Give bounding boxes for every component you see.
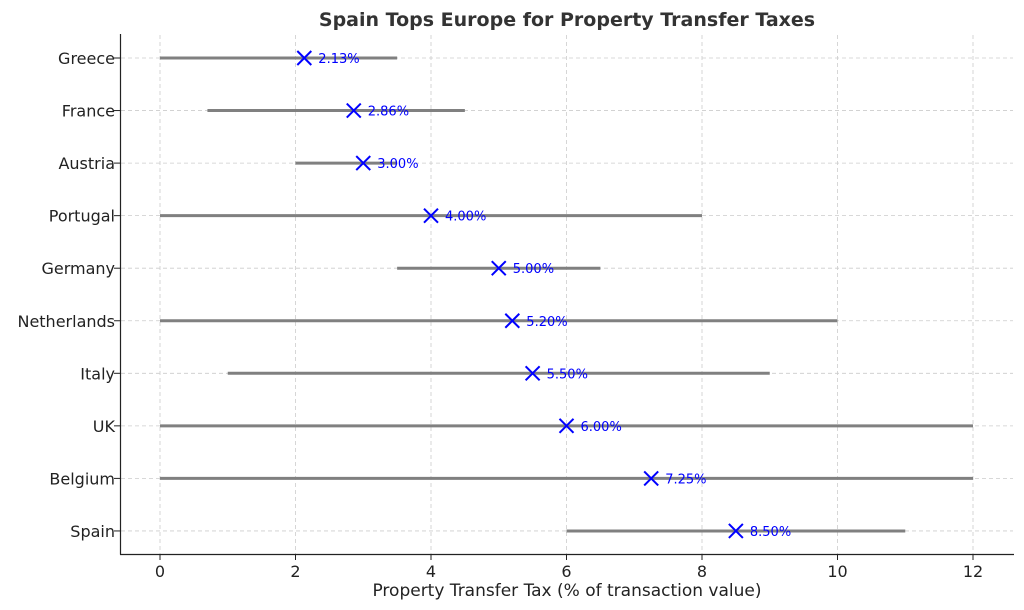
y-tick-label: Spain xyxy=(70,522,115,541)
chart-title: Spain Tops Europe for Property Transfer … xyxy=(319,9,815,31)
marker-stroke xyxy=(491,260,507,276)
y-tick-label: Netherlands xyxy=(17,312,115,331)
data-label: 7.25% xyxy=(665,472,706,487)
marker-x xyxy=(296,50,313,66)
x-tick-label: 4 xyxy=(426,562,436,581)
marker-stroke xyxy=(355,155,371,171)
x-tick-label: 6 xyxy=(561,562,571,581)
marker-stroke xyxy=(296,50,313,66)
marker-stroke xyxy=(423,207,439,224)
marker-stroke xyxy=(524,365,541,382)
data-label: 5.00% xyxy=(513,262,554,277)
y-tick-label: Germany xyxy=(41,259,115,278)
x-tick-label: 2 xyxy=(290,562,300,581)
data-label: 3.00% xyxy=(377,157,418,172)
data-label: 2.86% xyxy=(368,105,409,120)
marker-x xyxy=(423,207,439,224)
y-tick-label: Greece xyxy=(58,49,115,68)
x-tick-label: 0 xyxy=(155,562,165,581)
marker-x xyxy=(504,313,521,329)
marker-stroke xyxy=(558,418,575,434)
x-tick-label: 10 xyxy=(827,562,847,581)
marker-stroke xyxy=(346,102,362,119)
x-tick-label: 12 xyxy=(963,562,983,581)
data-label: 8.50% xyxy=(750,525,791,540)
y-tick-label: Belgium xyxy=(49,469,115,488)
y-tick-label: Portugal xyxy=(49,207,115,226)
marker-x xyxy=(355,155,371,171)
data-label: 5.20% xyxy=(526,315,567,330)
data-label: 6.00% xyxy=(581,420,622,435)
y-tick-label: France xyxy=(62,102,115,121)
marker-x xyxy=(643,470,659,487)
marker-x xyxy=(728,523,744,539)
data-label: 2.13% xyxy=(318,52,359,67)
x-tick-label: 8 xyxy=(697,562,707,581)
data-label: 4.00% xyxy=(445,210,486,225)
marker-x xyxy=(491,260,507,276)
y-tick-label: Italy xyxy=(80,364,115,383)
data-label: 5.50% xyxy=(547,367,588,382)
marker-stroke xyxy=(728,523,744,539)
marker-stroke xyxy=(504,313,521,329)
x-axis-label: Property Transfer Tax (% of transaction … xyxy=(372,581,761,601)
marker-x xyxy=(558,418,575,434)
marker-x xyxy=(524,365,541,382)
y-tick-label: Austria xyxy=(58,154,115,173)
marker-stroke xyxy=(643,470,659,487)
y-tick-label: UK xyxy=(93,417,116,436)
marker-x xyxy=(346,102,362,119)
